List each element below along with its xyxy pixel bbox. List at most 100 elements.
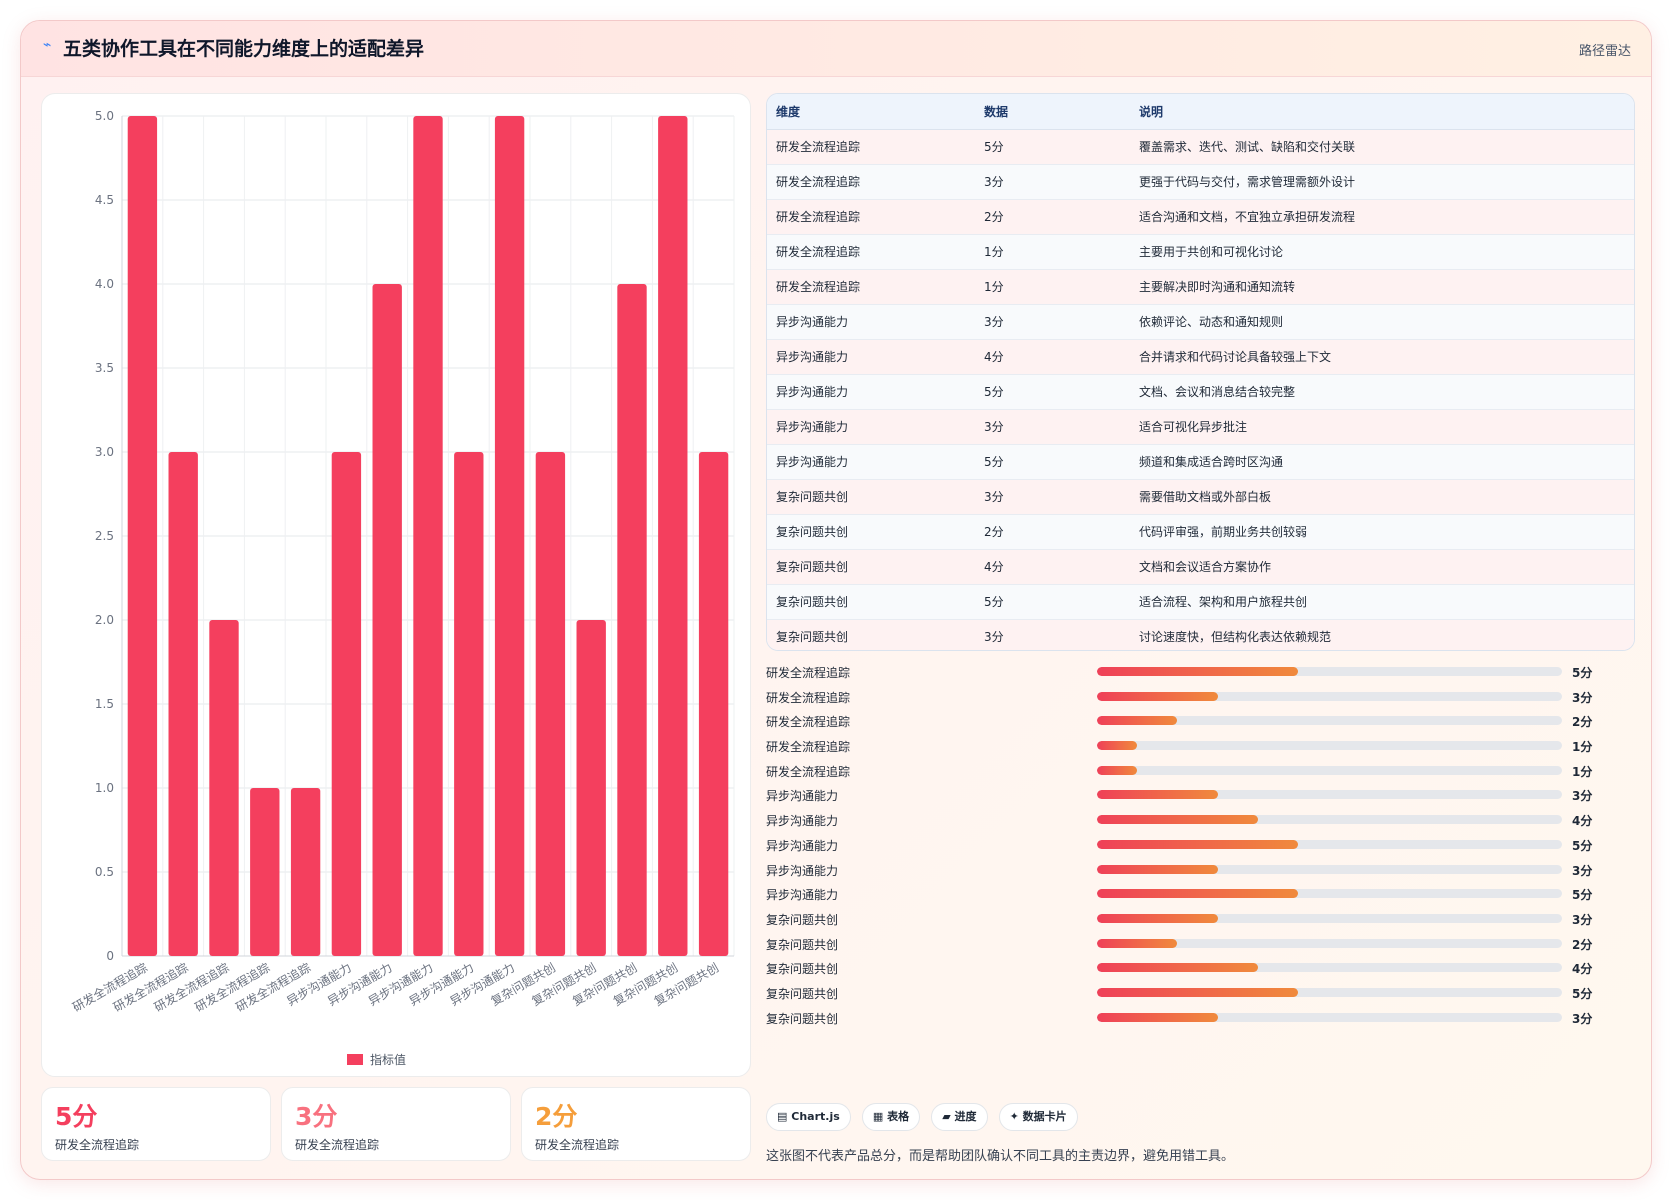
- cell-score: 3分: [984, 630, 1004, 644]
- progress-list: 研发全流程追踪 5分 研发全流程追踪 3分 研发全流程追踪 2分 研发全流程追踪 1分 研发全流…: [766, 661, 1635, 1031]
- sparkline-icon: ⌁: [43, 37, 52, 53]
- table-row: 研发全流程追踪 1分 主要用于共创和可视化讨论: [767, 234, 1634, 269]
- cell-dimension: 研发全流程追踪: [776, 280, 861, 294]
- progress-row: 研发全流程追踪 1分: [766, 760, 1635, 785]
- progress-label: 研发全流程追踪: [766, 740, 851, 755]
- table-header-description: 说明: [1130, 94, 1634, 130]
- table-row: 异步沟通能力 4分 合并请求和代码讨论具备较强上下文: [767, 339, 1634, 374]
- tag-table[interactable]: ▦ 表格: [861, 1103, 921, 1131]
- cell-score: 4分: [984, 350, 1004, 364]
- bar: [617, 284, 647, 956]
- kpi-value: 3分: [295, 1102, 338, 1131]
- progress-value: 1分: [1572, 740, 1593, 755]
- kpi-label: 研发全流程追踪: [55, 1138, 140, 1152]
- progress-fill: [1097, 938, 1178, 948]
- cell-dimension: 异步沟通能力: [776, 350, 849, 364]
- cell-dimension: 研发全流程追踪: [776, 175, 861, 189]
- progress-value: 5分: [1572, 838, 1593, 853]
- bar: [413, 116, 443, 956]
- progress-label: 复杂问题共创: [766, 962, 839, 977]
- progress-row: 复杂问题共创 3分: [766, 908, 1635, 933]
- cell-dimension: 研发全流程追踪: [776, 140, 861, 154]
- progress-row: 复杂问题共创 2分: [766, 933, 1635, 958]
- y-tick-label: 1.0: [95, 781, 114, 795]
- progress-row: 异步沟通能力 5分: [766, 883, 1635, 908]
- progress-fill: [1097, 1012, 1218, 1022]
- cell-dimension: 复杂问题共创: [776, 595, 849, 609]
- cell-description: 适合流程、架构和用户旅程共创: [1139, 595, 1308, 609]
- kpi-card-2: 3分 研发全流程追踪: [281, 1087, 511, 1161]
- progress-track: [1097, 716, 1562, 726]
- route-radar-link[interactable]: 路径雷达: [1578, 44, 1631, 59]
- header-bar: ⌁ 五类协作工具在不同能力维度上的适配差异 路径雷达: [21, 21, 1651, 77]
- bar: [331, 452, 362, 956]
- cell-description: 代码评审强，前期业务共创较弱: [1139, 525, 1308, 539]
- kpi-card-3: 2分 研发全流程追踪: [521, 1087, 751, 1161]
- tag-label: 表格: [887, 1110, 910, 1123]
- progress-fill: [1097, 839, 1298, 849]
- progress-track: [1097, 790, 1562, 800]
- progress-fill: [1097, 913, 1218, 923]
- cell-score: 5分: [984, 385, 1004, 399]
- table-row: 复杂问题共创 4分 文档和会议适合方案协作: [767, 549, 1634, 584]
- table-row: 异步沟通能力 5分 频道和集成适合跨时区沟通: [767, 444, 1634, 479]
- cell-description: 需要借助文档或外部白板: [1139, 490, 1272, 504]
- table-row: 异步沟通能力 3分 依赖评论、动态和通知规则: [767, 304, 1634, 339]
- progress-track: [1097, 913, 1562, 923]
- progress-track: [1097, 741, 1562, 751]
- bar: [209, 620, 239, 956]
- bar: [168, 452, 198, 956]
- progress-row: 复杂问题共创 5分: [766, 982, 1635, 1007]
- cell-dimension: 研发全流程追踪: [776, 245, 861, 259]
- progress-fill: [1097, 691, 1218, 701]
- progress-label: 异步沟通能力: [766, 863, 839, 878]
- cell-score: 2分: [984, 525, 1004, 539]
- y-tick-label: 1.5: [95, 697, 114, 711]
- progress-value: 5分: [1572, 666, 1593, 680]
- progress-track: [1097, 667, 1562, 676]
- kpi-value: 5分: [55, 1102, 98, 1131]
- progress-row: 研发全流程追踪 1分: [766, 735, 1635, 760]
- sparkle-icon: ✦: [1009, 1110, 1019, 1123]
- dashboard-card: ⌁ 五类协作工具在不同能力维度上的适配差异 路径雷达 0 0.5 1.0 1.5 2.0…: [20, 20, 1652, 1180]
- cell-description: 适合沟通和文档，不宜独立承担研发流程: [1139, 210, 1356, 224]
- cell-dimension: 复杂问题共创: [776, 630, 849, 644]
- tag-chartjs[interactable]: ▤ Chart.js: [766, 1103, 851, 1131]
- progress-row: 复杂问题共创 3分: [766, 1007, 1635, 1032]
- cell-score: 3分: [984, 490, 1004, 504]
- progress-label: 研发全流程追踪: [766, 690, 851, 705]
- cell-description: 覆盖需求、迭代、测试、缺陷和交付关联: [1139, 140, 1356, 154]
- cell-score: 5分: [984, 455, 1004, 469]
- bar: [535, 452, 566, 956]
- progress-value: 4分: [1572, 814, 1593, 829]
- cell-score: 1分: [984, 280, 1004, 294]
- bar: [372, 284, 402, 956]
- y-tick-label: 3.0: [95, 445, 114, 459]
- y-tick-label: 4.5: [95, 193, 114, 207]
- table-row: 复杂问题共创 2分 代码评审强，前期业务共创较弱: [767, 514, 1634, 549]
- progress-track: [1097, 889, 1562, 899]
- tag-progress[interactable]: ▰ 进度: [931, 1103, 988, 1131]
- progress-fill: [1097, 963, 1258, 973]
- tag-label: 进度: [954, 1110, 977, 1123]
- table-header-data: 数据: [975, 94, 1130, 130]
- progress-row: 复杂问题共创 4分: [766, 957, 1635, 982]
- cell-dimension: 异步沟通能力: [776, 455, 849, 469]
- cell-score: 3分: [984, 420, 1004, 434]
- progress-track: [1097, 963, 1562, 973]
- progress-value: 5分: [1572, 986, 1593, 1001]
- cell-score: 1分: [984, 245, 1004, 259]
- cell-dimension: 异步沟通能力: [776, 420, 849, 434]
- progress-track: [1097, 765, 1562, 775]
- cell-score: 5分: [984, 595, 1004, 609]
- y-tick-label: 2.5: [95, 529, 114, 543]
- progress-value: 3分: [1572, 912, 1593, 927]
- y-tick-label: 3.5: [95, 361, 114, 375]
- progress-track: [1097, 864, 1562, 874]
- tag-label: Chart.js: [791, 1110, 840, 1123]
- bar-chart-icon: ▤: [777, 1110, 788, 1123]
- table-header-row: 维度 数据 说明: [767, 94, 1634, 130]
- tag-data-card[interactable]: ✦ 数据卡片: [998, 1103, 1078, 1131]
- cell-dimension: 复杂问题共创: [776, 560, 849, 574]
- progress-row: 研发全流程追踪 2分: [766, 710, 1635, 735]
